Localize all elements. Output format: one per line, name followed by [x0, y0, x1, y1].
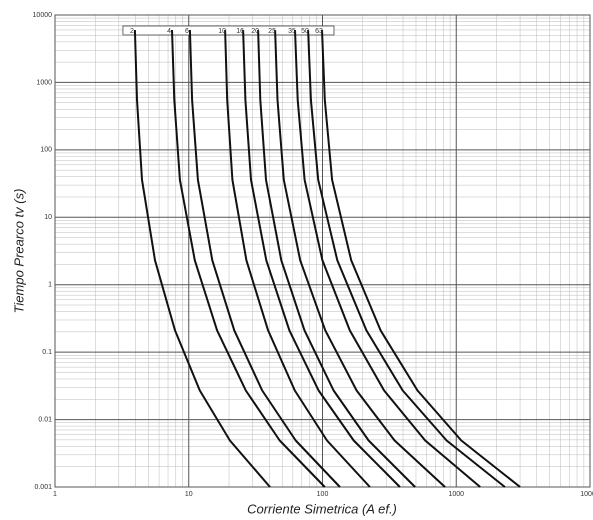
y-tick-label: 10 [44, 214, 52, 221]
y-tick-label: 1 [48, 282, 52, 289]
fuse-curve [307, 29, 506, 488]
y-tick-label: 0.1 [42, 349, 52, 356]
legend-label: 6 [185, 28, 189, 35]
y-tick-label: 100 [40, 147, 52, 154]
fuse-curve [242, 29, 401, 488]
x-axis-title: Corriente Simetrica (A ef.) [247, 501, 397, 516]
fuse-curve [133, 29, 271, 488]
x-tick-label: 10000 [580, 491, 593, 498]
legend-label: 25 [268, 28, 276, 35]
fuse-curve [171, 29, 326, 488]
y-tick-label: 1000 [36, 79, 52, 86]
x-tick-label: 1 [53, 491, 57, 498]
fuse-curve [294, 29, 481, 488]
x-tick-label: 100 [317, 491, 329, 498]
legend-label: 10 [218, 28, 226, 35]
y-tick-label: 0.01 [38, 416, 52, 423]
legend-label: 20 [251, 28, 259, 35]
legend-label: 63 [315, 28, 323, 35]
y-tick-label: 10000 [33, 12, 53, 19]
x-tick-label: 1000 [448, 491, 464, 498]
fuse-curve [257, 29, 416, 488]
fuse-curve [274, 29, 446, 488]
legend-label: 4 [167, 28, 171, 35]
fuse-curve [321, 29, 521, 488]
y-axis-title: Tiempo Prearco tv (s) [11, 189, 26, 314]
y-tick-label: 0.001 [34, 484, 52, 491]
legend-box [122, 25, 335, 36]
legend-label: 2 [130, 28, 134, 35]
x-tick-label: 10 [185, 491, 193, 498]
legend-label: 16 [236, 28, 244, 35]
legend-label: 35 [288, 28, 296, 35]
fuse-curve [188, 29, 341, 488]
legend-label: 50 [301, 28, 309, 35]
fuse-curve [224, 29, 371, 488]
